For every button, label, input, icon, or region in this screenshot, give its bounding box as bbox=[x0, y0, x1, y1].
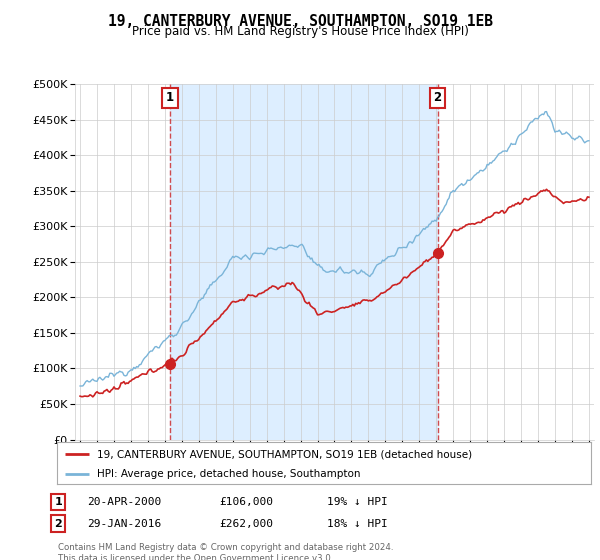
Text: £106,000: £106,000 bbox=[219, 497, 273, 507]
Text: £262,000: £262,000 bbox=[219, 519, 273, 529]
Text: HPI: Average price, detached house, Southampton: HPI: Average price, detached house, Sout… bbox=[97, 469, 361, 479]
Text: 1: 1 bbox=[166, 91, 174, 104]
Text: 29-JAN-2016: 29-JAN-2016 bbox=[87, 519, 161, 529]
Text: 18% ↓ HPI: 18% ↓ HPI bbox=[327, 519, 388, 529]
Text: 19, CANTERBURY AVENUE, SOUTHAMPTON, SO19 1EB: 19, CANTERBURY AVENUE, SOUTHAMPTON, SO19… bbox=[107, 14, 493, 29]
Text: Price paid vs. HM Land Registry's House Price Index (HPI): Price paid vs. HM Land Registry's House … bbox=[131, 25, 469, 38]
Text: 20-APR-2000: 20-APR-2000 bbox=[87, 497, 161, 507]
Text: 2: 2 bbox=[55, 519, 62, 529]
Bar bbox=[170, 84, 437, 440]
Text: 19% ↓ HPI: 19% ↓ HPI bbox=[327, 497, 388, 507]
Text: 19, CANTERBURY AVENUE, SOUTHAMPTON, SO19 1EB (detached house): 19, CANTERBURY AVENUE, SOUTHAMPTON, SO19… bbox=[97, 449, 472, 459]
Text: Contains HM Land Registry data © Crown copyright and database right 2024.
This d: Contains HM Land Registry data © Crown c… bbox=[58, 543, 394, 560]
Text: 1: 1 bbox=[55, 497, 62, 507]
Text: 2: 2 bbox=[434, 91, 442, 104]
